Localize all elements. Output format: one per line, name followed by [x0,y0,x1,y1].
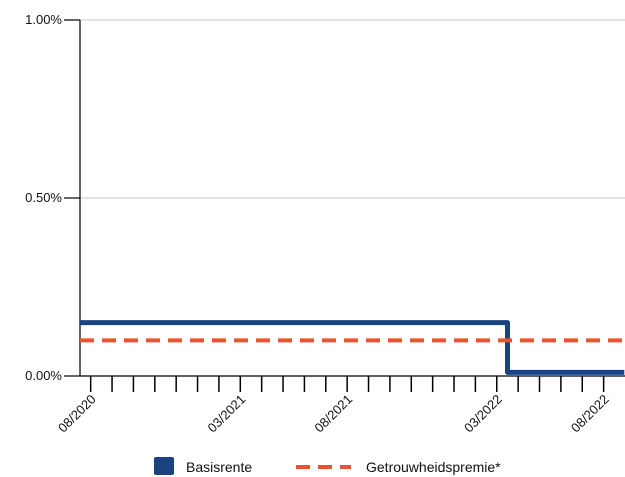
axes [79,20,625,377]
y-axis-labels: 0.00% 0.50% 1.00% [25,12,62,383]
x-axis-labels: 08/2020 03/2021 08/2021 03/2022 08/2022 [55,392,612,436]
series-lines [80,320,625,375]
legend-swatch [154,457,174,475]
y-tick-label: 0.50% [25,190,62,205]
x-tick-label: 08/2022 [568,392,612,436]
series-line [80,320,625,375]
legend-label: Getrouwheidspremie* [366,459,501,475]
x-tick-label: 03/2021 [205,392,249,436]
y-tick-label: 0.00% [25,368,62,383]
grid-lines [64,19,625,377]
legend: Basisrente Getrouwheidspremie* [154,457,501,475]
x-tick-label: 08/2021 [311,392,355,436]
x-axis-ticks [89,376,605,392]
y-tick-label: 1.00% [25,12,62,27]
x-tick-label: 08/2020 [55,392,99,436]
legend-label: Basisrente [186,459,252,475]
x-tick-label: 03/2022 [461,392,505,436]
